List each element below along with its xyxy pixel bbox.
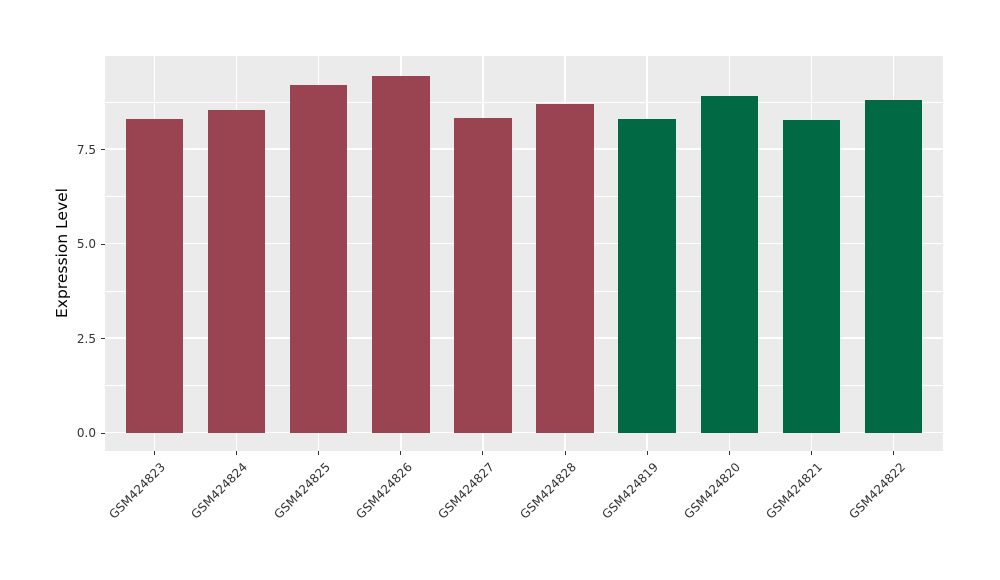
gridline-major xyxy=(105,337,943,339)
gridline-minor xyxy=(105,196,943,197)
x-tick-label: GSM424819 xyxy=(599,460,662,522)
gridline-minor xyxy=(105,290,943,292)
x-tick-mark xyxy=(728,451,730,455)
bar-GSM424821 xyxy=(782,120,841,434)
x-axis: GSM424823 GSM424824 GSM424825 GSM424826 GSM4… xyxy=(105,451,943,580)
gridline-minor xyxy=(105,385,943,386)
x-tick-mark xyxy=(564,451,566,455)
x-tick-label: GSM424821 xyxy=(763,460,826,522)
x-tick-mark xyxy=(400,451,402,455)
x-tick-label: GSM424824 xyxy=(188,460,251,522)
gridline-major xyxy=(105,148,943,150)
x-tick-label: GSM424820 xyxy=(681,460,744,522)
y-axis: 0.0 2.5 5.0 7.5 xyxy=(0,56,105,451)
y-tick-label: 7.5 xyxy=(76,142,96,157)
x-tick-mark xyxy=(318,451,320,455)
y-tick-mark xyxy=(101,149,105,151)
x-tick-mark xyxy=(893,451,895,455)
y-tick-label: 2.5 xyxy=(76,331,96,346)
bar-GSM424824 xyxy=(207,109,266,434)
bar-GSM424820 xyxy=(700,95,759,434)
bar-GSM424822 xyxy=(864,100,923,434)
y-tick-mark xyxy=(101,338,105,340)
y-tick-mark xyxy=(101,432,105,434)
x-tick-label: GSM424827 xyxy=(435,460,497,522)
bar-GSM424823 xyxy=(125,119,184,434)
x-tick-label: GSM424826 xyxy=(353,460,415,522)
gridline-major xyxy=(105,242,943,245)
bar-GSM424819 xyxy=(618,118,676,434)
y-tick-mark xyxy=(101,243,105,245)
gridline-minor xyxy=(105,101,943,103)
gridline-major xyxy=(105,431,943,434)
bar-GSM424827 xyxy=(454,117,512,434)
y-tick-label: 0.0 xyxy=(76,426,96,441)
x-tick-label: GSM424823 xyxy=(106,460,169,522)
x-tick-mark xyxy=(153,451,155,455)
plot-panel xyxy=(105,56,943,451)
x-tick-mark xyxy=(482,451,484,455)
x-tick-mark xyxy=(235,451,237,455)
bar-GSM424825 xyxy=(289,84,348,434)
x-tick-mark xyxy=(811,451,813,455)
x-tick-label: GSM424828 xyxy=(517,460,579,522)
x-tick-label: GSM424822 xyxy=(846,460,908,522)
y-tick-label: 5.0 xyxy=(76,237,96,252)
bar-GSM424828 xyxy=(536,103,594,434)
x-tick-mark xyxy=(646,451,648,455)
bar-GSM424826 xyxy=(372,75,430,434)
x-tick-label: GSM424825 xyxy=(270,460,333,522)
